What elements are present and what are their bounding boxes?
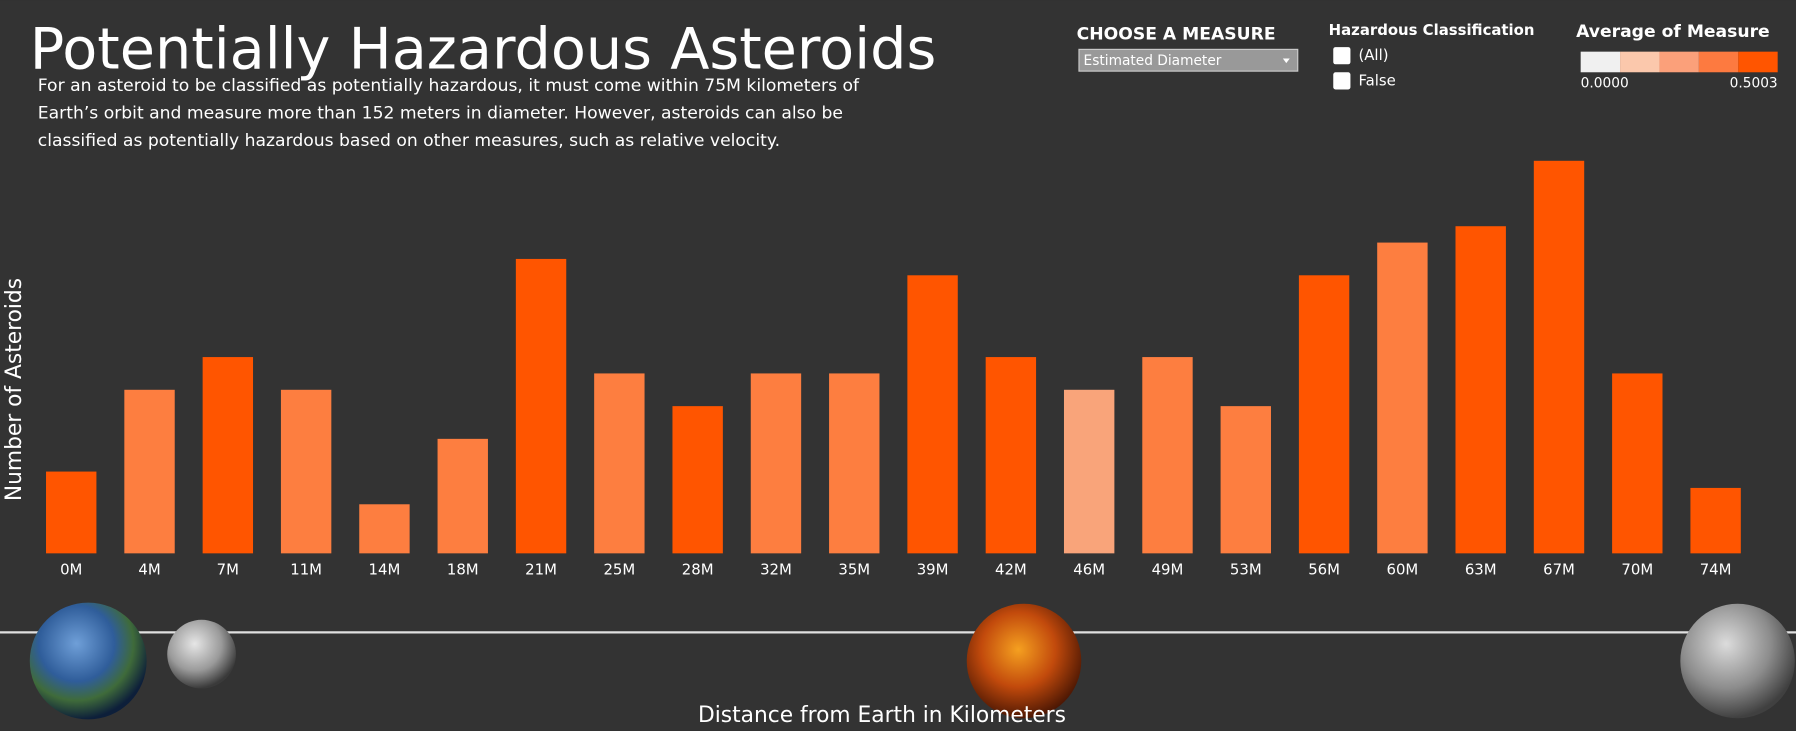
- bar: [1455, 226, 1506, 554]
- x-tick-label: 35M: [838, 561, 870, 579]
- bar: [359, 504, 410, 554]
- legend-swatch: [1738, 51, 1778, 73]
- moon-image: [167, 619, 236, 689]
- earth-image: [29, 602, 147, 720]
- checkbox[interactable]: [1333, 47, 1351, 65]
- bar: [46, 471, 97, 554]
- bar: [202, 357, 254, 554]
- legend-swatch: [1659, 51, 1699, 73]
- checkbox[interactable]: [1333, 72, 1351, 90]
- legend-swatch: [1580, 51, 1621, 73]
- legend-swatch: [1620, 51, 1660, 73]
- bar: [1063, 389, 1115, 554]
- bar: [829, 373, 880, 554]
- bar: [124, 389, 175, 554]
- venus-image: [966, 603, 1082, 719]
- bar: [1533, 160, 1585, 554]
- bar: [594, 373, 645, 554]
- bar: [1220, 406, 1271, 554]
- dropdown-arrow: [1282, 58, 1290, 64]
- measure-selected: Estimated Diameter: [1084, 53, 1222, 69]
- x-tick-label: 60M: [1387, 561, 1419, 579]
- legend-tick-label: 0.0000: [1581, 76, 1629, 92]
- x-tick-label: 25M: [603, 561, 635, 579]
- description-line: Earth’s orbit and measure more than 152 …: [38, 104, 843, 124]
- legend-title: Average of Measure: [1576, 22, 1770, 42]
- bar: [672, 406, 723, 554]
- x-tick-label: 14M: [369, 561, 401, 579]
- bar: [515, 258, 567, 554]
- y-axis-label: Number of Asteroids: [2, 278, 27, 501]
- bar: [280, 389, 332, 554]
- x-tick-label: 0M: [60, 561, 82, 579]
- x-tick-label: 28M: [682, 561, 714, 579]
- x-tick-label: 11M: [290, 561, 322, 579]
- x-tick-label: 42M: [995, 561, 1027, 579]
- x-tick-label: 32M: [760, 561, 792, 579]
- bar: [1298, 275, 1350, 554]
- x-tick-label: 21M: [525, 561, 557, 579]
- bar: [750, 373, 802, 554]
- x-tick-label: 46M: [1073, 561, 1105, 579]
- x-tick-label: 4M: [138, 561, 160, 579]
- legend-swatch: [1698, 51, 1739, 73]
- description-line: classified as potentially hazardous base…: [38, 131, 780, 151]
- x-tick-label: 63M: [1465, 561, 1497, 579]
- x-tick-label: 49M: [1152, 561, 1184, 579]
- x-tick-label: 56M: [1308, 561, 1340, 579]
- bar: [437, 438, 488, 554]
- x-tick-label: 70M: [1621, 561, 1653, 579]
- filter-title: Hazardous Classification: [1329, 21, 1535, 39]
- x-tick-label: 39M: [917, 561, 949, 579]
- title: Potentially Hazardous Asteroids: [30, 15, 937, 82]
- x-tick-label: 7M: [217, 561, 239, 579]
- legend-tick-label: 0.5003: [1730, 76, 1778, 92]
- bar: [985, 357, 1037, 554]
- filter-option: False: [1358, 71, 1395, 89]
- mercury-image: [1680, 603, 1795, 719]
- measure-dropdown[interactable]: [1078, 48, 1299, 72]
- x-tick-label: 53M: [1230, 561, 1262, 579]
- bar: [1142, 357, 1193, 554]
- measure-title: CHOOSE A MEASURE: [1077, 24, 1276, 44]
- x-tick-label: 74M: [1700, 561, 1732, 579]
- filter-option: (All): [1358, 46, 1388, 64]
- bar: [907, 275, 958, 554]
- x-axis-label: Distance from Earth in Kilometers: [698, 703, 1066, 728]
- x-tick-label: 67M: [1543, 561, 1575, 579]
- bar: [1377, 242, 1428, 554]
- description-line: For an asteroid to be classified as pote…: [38, 76, 860, 96]
- bar: [1612, 373, 1663, 554]
- x-tick-label: 18M: [447, 561, 479, 579]
- bar: [1690, 487, 1741, 554]
